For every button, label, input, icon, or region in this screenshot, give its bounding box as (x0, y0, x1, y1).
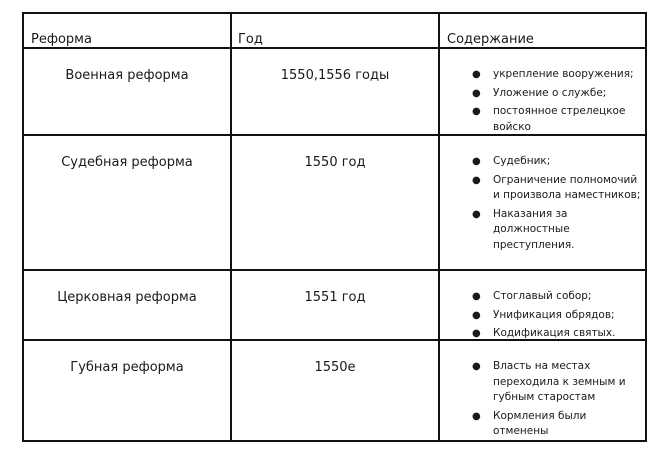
bullet-icon: ● (472, 361, 481, 372)
table-border-bottom (22, 440, 647, 442)
header-content: Содержание (447, 32, 534, 47)
list-item: ● Кодификация святых. (440, 326, 646, 342)
list-item: ● Судебник; (440, 154, 646, 170)
column-divider (230, 12, 232, 442)
cell-year: 1550е (314, 360, 356, 375)
content-list: ● укрепление вооружения; ● Уложение о служ… (440, 67, 646, 138)
bullet-icon: ● (472, 208, 481, 220)
bullet-icon: ● (472, 87, 481, 99)
cell-year: 1551 год (304, 290, 366, 305)
cell-reform: Губная реформа (70, 360, 184, 375)
bullet-icon: ● (472, 410, 481, 422)
bullet-icon: ● (472, 69, 481, 80)
list-item: ● Стоглавый собор; (440, 289, 646, 305)
bullet-icon: ● (472, 291, 481, 302)
cell-reform: Военная реформа (65, 68, 189, 83)
content-list: ● Судебник; ● Ограничение полномочий и про… (440, 154, 646, 256)
bullet-icon: ● (472, 328, 481, 339)
list-item: ● Власть на местах переходила к земным и … (472, 360, 626, 403)
column-divider (438, 12, 440, 442)
cell-year: 1550,1556 годы (280, 68, 390, 83)
bullet-icon: ● (472, 174, 481, 186)
header-reform: Реформа (31, 32, 92, 47)
header-year: Год (238, 32, 263, 47)
content-list: ● Стоглавый собор; ● Унификация обрядов; ●… (440, 289, 646, 345)
list-item: ● укрепление вооружения; (440, 67, 646, 83)
row-divider (22, 269, 647, 271)
cell-year: 1550 год (304, 155, 366, 170)
bullet-icon: ● (472, 309, 481, 321)
cell-reform: Церковная реформа (57, 290, 197, 305)
row-divider (22, 339, 647, 341)
table-border-left (22, 12, 24, 442)
row-divider (22, 47, 647, 49)
list-item: ● Ограничение полномочий и произвола наме… (472, 173, 641, 202)
table-border-top (22, 12, 647, 14)
row-divider (22, 134, 647, 136)
content-list: ● Власть на местах переходила к земным и … (440, 359, 646, 443)
list-item: ● Наказания за должностные преступления. (472, 207, 575, 251)
list-item: ● Уложение о службе; (440, 86, 646, 102)
cell-reform: Судебная реформа (61, 155, 193, 170)
list-item: ● Кормления были отменены (472, 409, 587, 438)
bullet-icon: ● (472, 156, 481, 167)
list-item: ● Унификация обрядов; (440, 308, 646, 324)
table-border-right (645, 12, 647, 442)
list-item: ● постоянное стрелецкое войско (472, 105, 626, 133)
bullet-icon: ● (472, 106, 481, 117)
